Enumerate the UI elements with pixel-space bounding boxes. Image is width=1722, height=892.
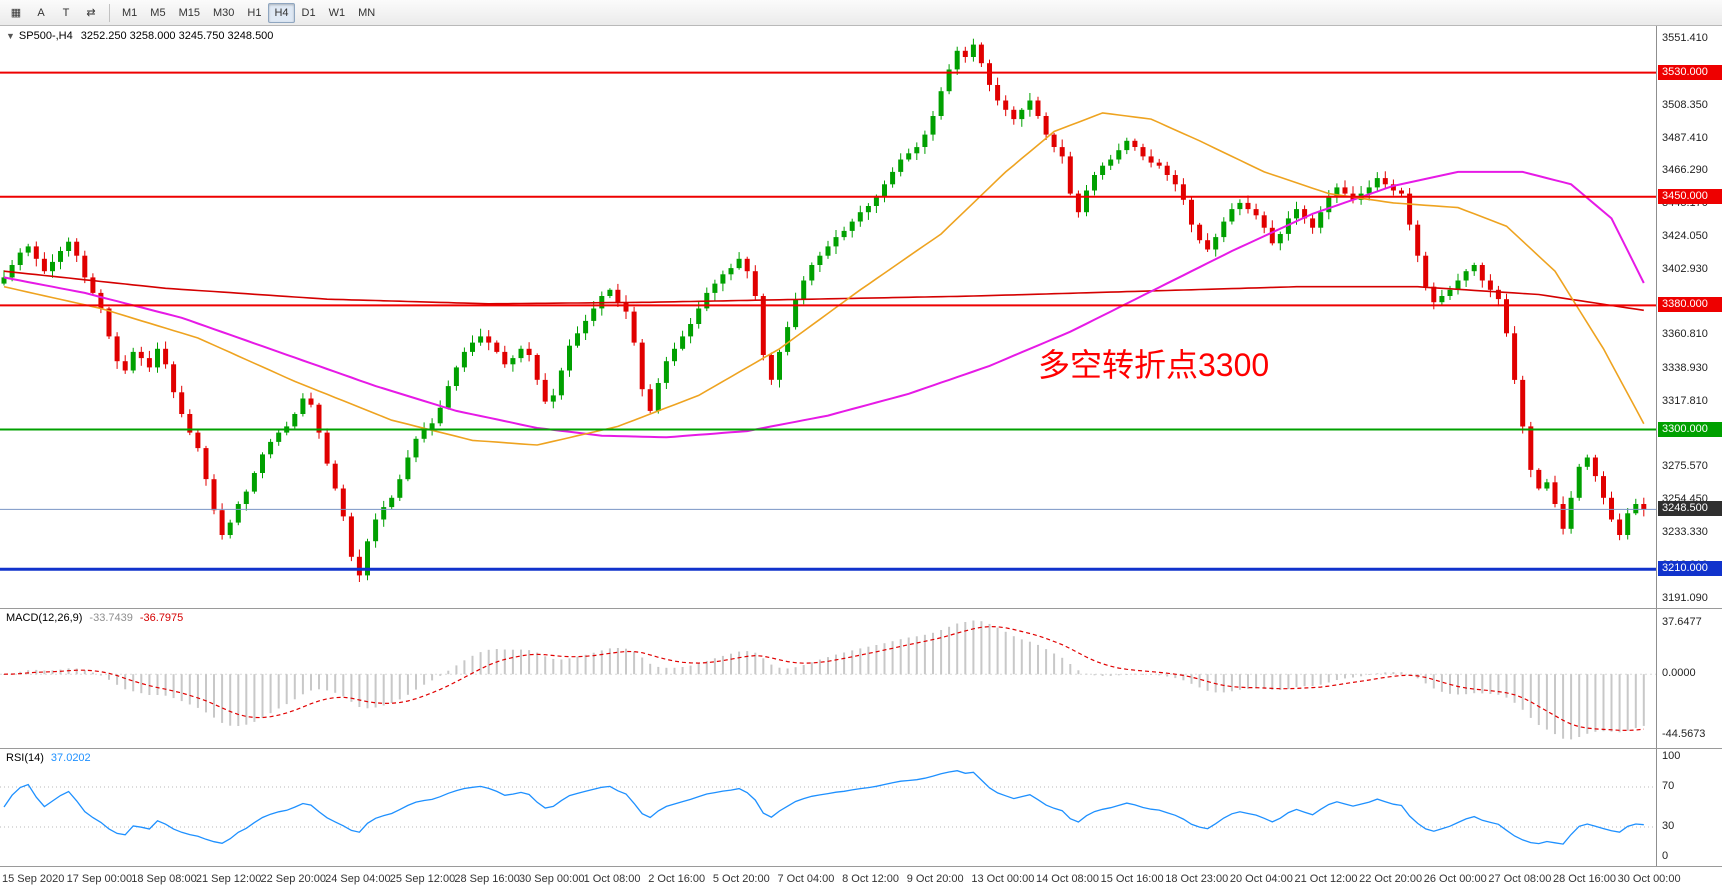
time-label: 8 Oct 12:00 [842,873,899,885]
time-label: 21 Sep 12:00 [195,873,262,885]
timeframe-button-m5[interactable]: M5 [150,6,166,19]
candlestick-chart[interactable] [0,26,1656,608]
time-label: 14 Oct 08:00 [1035,873,1099,885]
toolbar-icons-group: ▦ A T ⇄ [4,3,103,23]
timeframe-button-d1[interactable]: D1 [301,6,316,19]
price-axis[interactable]: 3551.4103508.3503487.4103466.2903445.170… [1656,26,1722,608]
time-label: 13 Oct 00:00 [971,873,1035,885]
rsi-name: RSI(14) [6,752,44,764]
rsi-axis-label: 70 [1662,780,1675,792]
timeframe-button-mn[interactable]: MN [358,6,376,19]
ma-medium-magenta [3,170,1645,439]
macd-axis-label: 0.0000 [1662,667,1696,680]
price-label: 3424.050 [1662,229,1708,242]
chart-ohlc-values: 3252.250 3258.000 3245.750 3248.500 [80,30,274,42]
price-label: 3338.930 [1662,362,1708,375]
time-label: 17 Sep 00:00 [66,873,133,885]
rsi-chart[interactable] [0,749,1656,866]
price-tag: 3450.000 [1658,188,1722,204]
rsi-axis-label: 0 [1662,850,1669,862]
price-label: 3317.810 [1662,394,1708,407]
time-label: 26 Oct 00:00 [1423,873,1487,885]
ma-fast-orange [3,112,1645,446]
time-label: 30 Oct 00:00 [1617,873,1681,885]
macd-signal-value: -36.7975 [139,612,184,624]
price-tag: 3530.000 [1658,64,1722,80]
toolbar-separator [109,3,110,22]
time-label: 21 Oct 12:00 [1294,873,1358,885]
price-tag: 3248.500 [1658,501,1722,517]
macd-axis-label: -44.5673 [1662,727,1706,740]
price-label: 3360.810 [1662,328,1708,341]
toolbar: ▦ A T ⇄ M1 M5 M15 M30 H1 H4 D1 W1 MN [0,0,1722,26]
macd-title: MACD(12,26,9) -33.7439 -36.7975 [6,612,183,624]
rsi-axis-label: 100 [1662,750,1681,762]
rsi-axis-label: 30 [1662,820,1675,832]
cycle-timeframes-icon[interactable]: ⇄ [86,7,96,19]
price-label: 3402.930 [1662,262,1708,275]
macd-axis-label: 37.6477 [1662,616,1702,629]
time-label: 1 Oct 08:00 [583,873,641,885]
timeframe-button-w1[interactable]: W1 [328,6,346,19]
time-label: 28 Oct 16:00 [1552,873,1616,885]
macd-name: MACD(12,26,9) [6,612,83,624]
price-label: 3275.570 [1662,460,1708,473]
text-label-icon[interactable]: A [37,6,45,19]
time-label: 27 Oct 08:00 [1488,873,1552,885]
price-label: 3508.350 [1662,99,1708,112]
time-label: 15 Sep 2020 [2,873,65,885]
rsi-title: RSI(14) 37.0202 [6,752,91,764]
ma-slow-red [3,270,1644,312]
time-label: 28 Sep 16:00 [454,873,520,885]
macd-pane[interactable]: MACD(12,26,9) -33.7439 -36.7975 37.6477 0.0… [0,608,1722,748]
price-tag: 3380.000 [1658,297,1722,313]
time-label: 25 Sep 12:00 [389,873,456,885]
price-label: 3466.290 [1662,164,1708,177]
price-label: 3551.410 [1662,32,1708,45]
time-label: 18 Oct 23:00 [1165,873,1229,885]
chart-title: ▼ SP500-,H4 3252.250 3258.000 3245.750 324… [6,30,273,42]
time-label: 15 Oct 16:00 [1100,873,1164,885]
time-label: 22 Oct 20:00 [1359,873,1423,885]
ma-layer [3,112,1645,446]
time-label: 30 Sep 00:00 [518,873,585,885]
timeframe-button-h1[interactable]: H1 [247,6,262,19]
timeframe-button-m1[interactable]: M1 [122,6,138,19]
template-icon[interactable]: T [62,6,70,19]
macd-chart[interactable] [0,609,1656,748]
time-label: 18 Sep 08:00 [131,873,197,885]
hline-layer [0,71,1656,571]
time-label: 7 Oct 04:00 [777,873,835,885]
time-label: 5 Oct 20:00 [712,873,770,885]
collapse-chart-icon[interactable]: ▼ [6,31,15,41]
timeframe-button-m30[interactable]: M30 [212,6,235,19]
timeframe-button-group: M1 M5 M15 M30 H1 H4 D1 W1 MN [116,2,381,23]
rsi-axis[interactable]: 100 70 30 0 [1656,749,1722,866]
candles-layer [1,38,1647,582]
price-label: 3233.330 [1662,525,1708,538]
time-axis[interactable]: 15 Sep 2020 17 Sep 00:00 18 Sep 08:00 21 Se… [0,866,1722,892]
timeframe-button-m15[interactable]: M15 [178,6,200,19]
chart-window-icon[interactable]: ▦ [10,7,22,19]
time-label: 9 Oct 20:00 [906,873,964,885]
price-tag: 3210.000 [1658,561,1722,577]
time-label: 22 Sep 20:00 [260,873,326,885]
time-label: 2 Oct 16:00 [648,873,706,885]
price-tag: 3300.000 [1658,421,1722,437]
macd-main-value: -33.7439 [89,612,133,624]
macd-axis[interactable]: 37.6477 0.0000 -44.5673 [1656,609,1722,748]
rsi-value: 37.0202 [50,752,91,764]
main-chart-pane[interactable]: ▼ SP500-,H4 3252.250 3258.000 3245.750 324… [0,26,1722,608]
price-label: 3191.090 [1662,591,1708,604]
price-label: 3487.410 [1662,131,1708,144]
time-label: 20 Oct 04:00 [1229,873,1293,885]
timeframe-button-h4[interactable]: H4 [268,2,295,23]
time-label: 24 Sep 04:00 [325,873,391,885]
chart-annotation-text[interactable]: 多空转折点3300 [1038,347,1270,383]
chart-symbol-period: SP500-,H4 [18,30,73,42]
rsi-pane[interactable]: RSI(14) 37.0202 100 70 30 0 [0,748,1722,866]
